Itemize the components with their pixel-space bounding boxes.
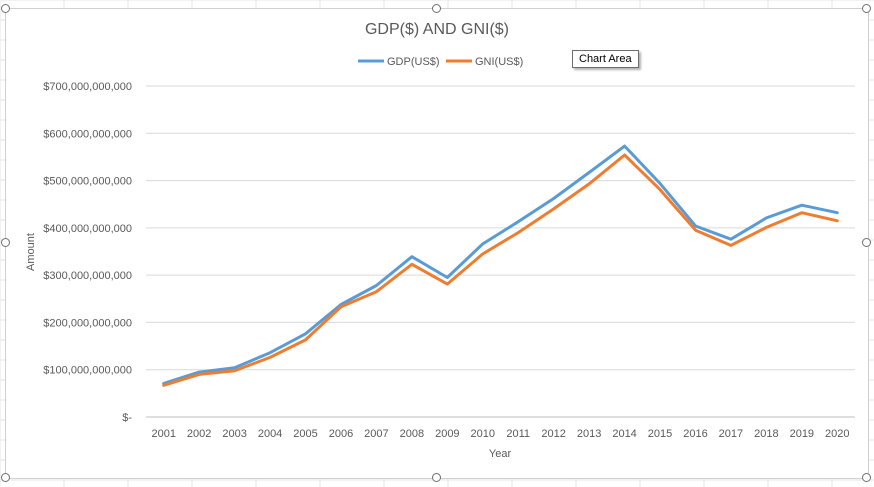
resize-handle-middle-right[interactable] [862,238,871,247]
x-tick-label: 2007 [364,428,388,440]
resize-handle-middle-left[interactable] [1,238,10,247]
y-tick-label: $300,000,000,000 [43,270,132,282]
x-tick-label: 2006 [329,428,353,440]
resize-handle-top-middle[interactable] [432,4,441,13]
x-tick-label: 2004 [258,428,282,440]
x-axis-title[interactable]: Year [489,448,512,460]
x-tick-label: 2005 [293,428,317,440]
legend-label-gdp: GDP(US$) [387,56,440,68]
chart-title[interactable]: GDP($) AND GNI($) [365,21,509,38]
x-tick-label: 2002 [187,428,211,440]
y-tick-label: $700,000,000,000 [43,81,132,93]
horizontal-gridlines [146,85,855,418]
y-tick-label: $400,000,000,000 [43,223,132,235]
x-tick-label: 2001 [151,428,175,440]
x-tick-label: 2020 [825,428,849,440]
series-lines [162,144,839,387]
y-axis-title[interactable]: Amount [25,233,37,271]
x-tick-label: 2003 [222,428,246,440]
y-tick-label: $600,000,000,000 [43,128,132,140]
x-tick-label: 2015 [648,428,672,440]
x-tick-label: 2010 [471,428,495,440]
legend-label-gni: GNI(US$) [475,56,523,68]
y-tick-label: $500,000,000,000 [43,176,132,188]
x-tick-label: 2012 [541,428,565,440]
y-axis-tick-labels: $- $100,000,000,000 $200,000,000,000 $300,0… [43,81,132,424]
legend[interactable]: GDP(US$) GNI(US$) [358,56,523,68]
x-tick-label: 2011 [506,428,530,440]
resize-handle-bottom-middle[interactable] [432,473,441,482]
resize-handle-top-right[interactable] [862,4,871,13]
x-axis-tick-labels: 2001 2002 2003 2004 2005 2006 2007 2008 2009 2010… [151,428,849,440]
resize-handle-top-left[interactable] [1,4,10,13]
x-tick-label: 2017 [719,428,743,440]
y-tick-label: $100,000,000,000 [43,365,132,377]
x-tick-label: 2018 [754,428,778,440]
x-tick-label: 2019 [790,428,814,440]
x-tick-label: 2014 [612,428,636,440]
chart-area-tooltip: Chart Area [572,50,639,68]
resize-handle-bottom-right[interactable] [862,473,871,482]
series-line-gni[interactable] [162,153,839,387]
series-line-gdp[interactable] [162,144,839,385]
x-tick-label: 2013 [577,428,601,440]
x-tick-label: 2009 [435,428,459,440]
y-tick-label: $200,000,000,000 [43,317,132,329]
x-tick-label: 2008 [400,428,424,440]
y-tick-label: $- [122,412,132,424]
x-tick-label: 2016 [683,428,707,440]
resize-handle-bottom-left[interactable] [1,473,10,482]
